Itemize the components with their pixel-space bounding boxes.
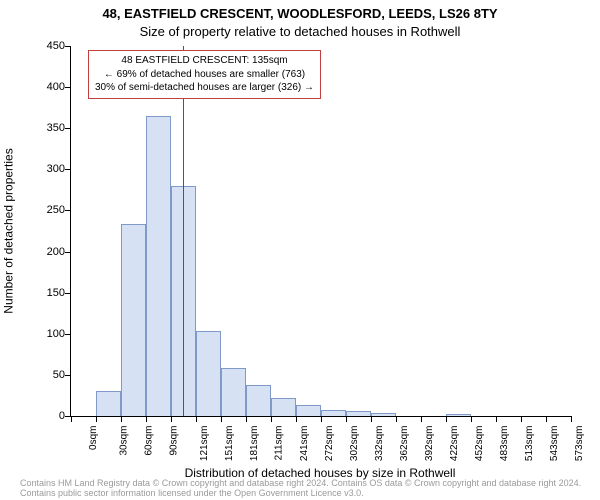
x-tick-label: 241sqm (299, 426, 310, 462)
y-tick-label: 150 (47, 287, 65, 299)
x-tick-label: 151sqm (224, 426, 235, 462)
x-tick-label: 272sqm (324, 426, 335, 462)
x-tick-label: 573sqm (574, 426, 585, 462)
x-tick-label: 121sqm (199, 426, 210, 462)
x-tick (221, 416, 222, 422)
y-tick (65, 169, 71, 170)
x-tick-label: 483sqm (499, 426, 510, 462)
y-tick-label: 250 (47, 204, 65, 216)
x-tick (171, 416, 172, 422)
x-tick (71, 416, 72, 422)
histogram-bar (271, 398, 296, 416)
annotation-line: ← 69% of detached houses are smaller (76… (95, 68, 314, 82)
x-tick-label: 392sqm (424, 426, 435, 462)
x-tick-label: 332sqm (374, 426, 385, 462)
x-tick (371, 416, 372, 422)
x-tick (296, 416, 297, 422)
x-tick (546, 416, 547, 422)
copyright-text: Contains HM Land Registry data © Crown c… (20, 478, 600, 498)
y-tick-label: 300 (47, 163, 65, 175)
y-tick (65, 252, 71, 253)
y-tick (65, 375, 71, 376)
x-tick (246, 416, 247, 422)
x-tick (446, 416, 447, 422)
chart-container: 48, EASTFIELD CRESCENT, WOODLESFORD, LEE… (0, 0, 600, 500)
x-tick (396, 416, 397, 422)
y-tick (65, 293, 71, 294)
y-tick-label: 50 (53, 369, 65, 381)
x-tick-label: 60sqm (144, 426, 155, 456)
histogram-bar (446, 414, 471, 416)
y-tick-label: 200 (47, 246, 65, 258)
histogram-bar (146, 116, 171, 416)
histogram-bar (321, 410, 346, 416)
histogram-bar (246, 385, 271, 416)
y-tick-label: 350 (47, 122, 65, 134)
plot-area: 0501001502002503003504004500sqm30sqm60sq… (70, 46, 571, 417)
x-tick-label: 362sqm (399, 426, 410, 462)
property-marker-line (183, 46, 185, 416)
histogram-bar (196, 331, 221, 416)
histogram-bar (221, 368, 246, 416)
annotation-box: 48 EASTFIELD CRESCENT: 135sqm← 69% of de… (88, 50, 321, 99)
x-tick-label: 422sqm (449, 426, 460, 462)
x-tick (496, 416, 497, 422)
y-axis-label-text: Number of detached properties (2, 148, 16, 313)
histogram-bar (346, 411, 371, 416)
annotation-line: 30% of semi-detached houses are larger (… (95, 81, 314, 95)
x-tick-label: 0sqm (88, 426, 99, 450)
x-tick-label: 30sqm (119, 426, 130, 456)
annotation-line: 48 EASTFIELD CRESCENT: 135sqm (95, 54, 314, 68)
x-tick-label: 211sqm (273, 426, 284, 461)
y-tick (65, 46, 71, 47)
x-tick-label: 543sqm (549, 426, 560, 462)
x-tick (471, 416, 472, 422)
x-tick (146, 416, 147, 422)
y-tick-label: 450 (47, 40, 65, 52)
x-tick-label: 90sqm (169, 426, 180, 456)
x-tick-label: 513sqm (524, 426, 535, 462)
x-tick (96, 416, 97, 422)
y-axis-label: Number of detached properties (0, 46, 18, 416)
histogram-bar (96, 391, 121, 416)
chart-title-main: 48, EASTFIELD CRESCENT, WOODLESFORD, LEE… (0, 6, 600, 21)
y-tick (65, 128, 71, 129)
x-tick (346, 416, 347, 422)
chart-title-sub: Size of property relative to detached ho… (0, 24, 600, 39)
y-tick (65, 87, 71, 88)
x-tick (196, 416, 197, 422)
histogram-bar (371, 413, 396, 416)
histogram-bar (121, 224, 146, 416)
y-tick (65, 210, 71, 211)
x-tick-label: 181sqm (249, 426, 260, 462)
x-tick (521, 416, 522, 422)
x-tick (271, 416, 272, 422)
histogram-bar (296, 405, 321, 417)
y-tick (65, 334, 71, 335)
y-tick-label: 0 (59, 410, 65, 422)
x-tick (321, 416, 322, 422)
x-tick-label: 302sqm (349, 426, 360, 462)
x-tick (121, 416, 122, 422)
y-tick-label: 400 (47, 81, 65, 93)
y-tick-label: 100 (47, 328, 65, 340)
x-tick (571, 416, 572, 422)
x-tick-label: 452sqm (474, 426, 485, 462)
x-tick (421, 416, 422, 422)
